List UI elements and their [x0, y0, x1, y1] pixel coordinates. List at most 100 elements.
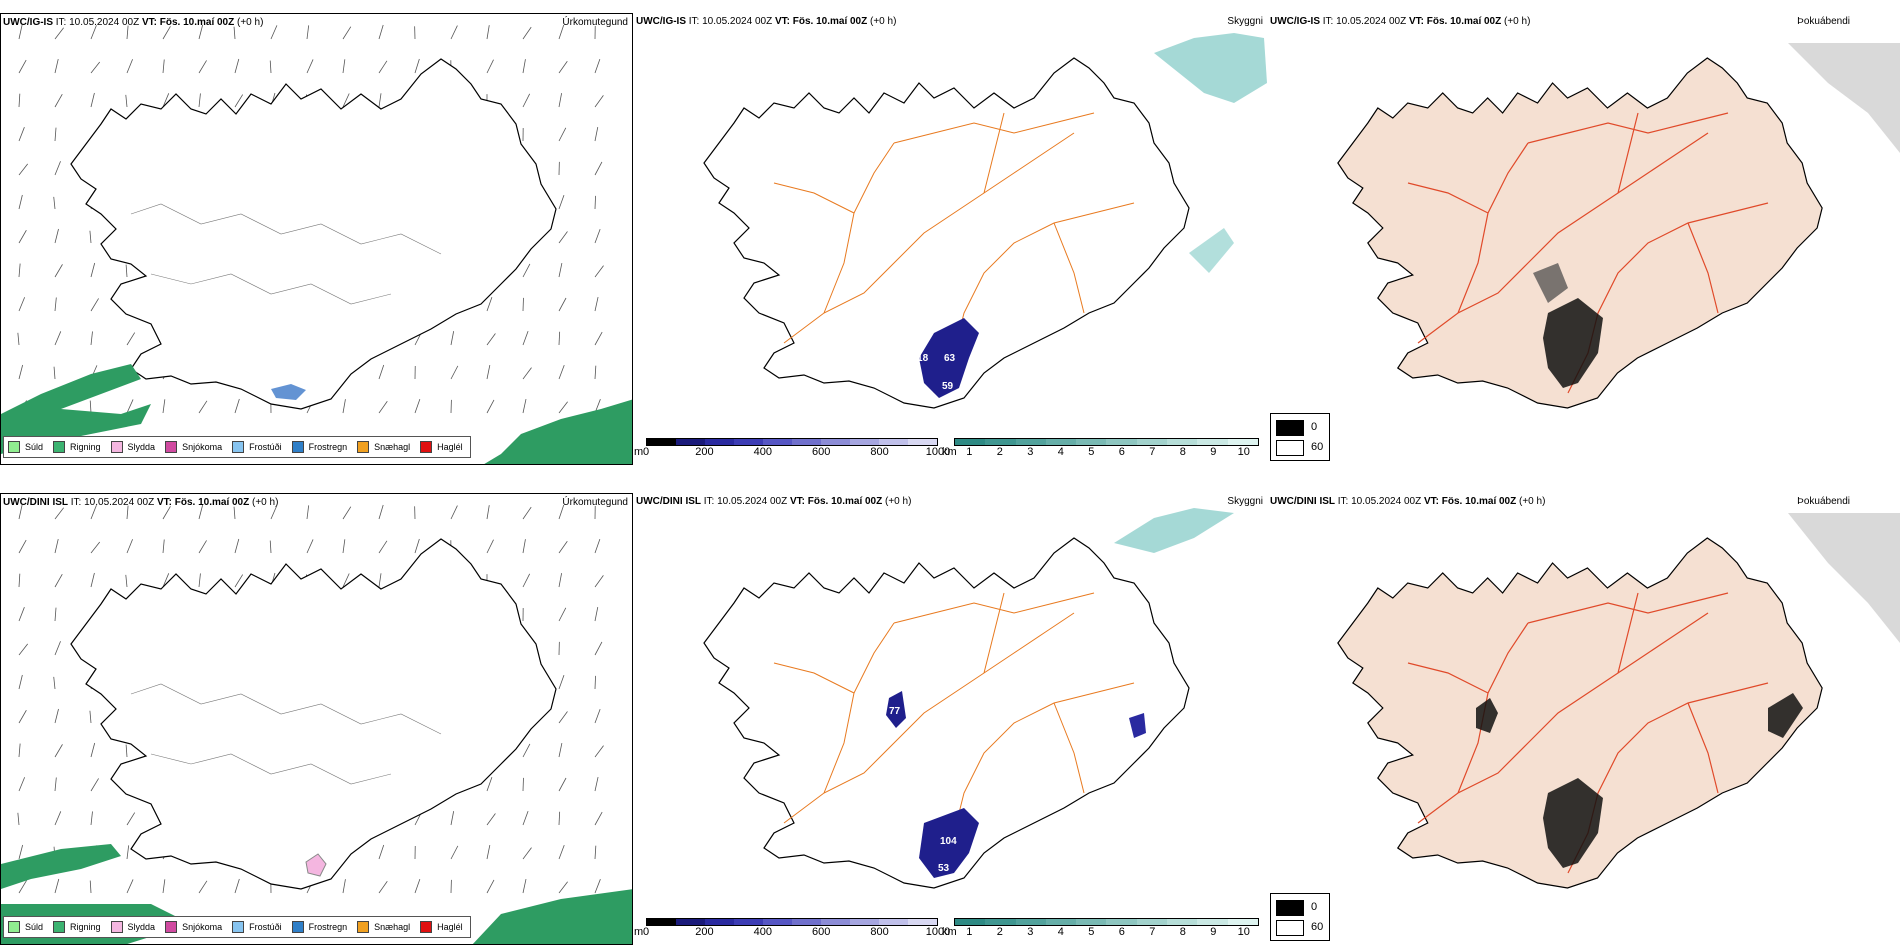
wind-barb [53, 676, 56, 690]
colorbar-segment [676, 439, 705, 445]
wind-barb [126, 59, 133, 74]
wind-barb [558, 674, 565, 690]
rain-area-sw [1, 364, 151, 454]
panel-title: Þokuábendi [1797, 16, 1850, 27]
wind-barb [54, 27, 64, 40]
colorbar-segment [985, 439, 1016, 445]
wind-barb [89, 400, 92, 414]
colorbar-tick: 200 [695, 446, 714, 458]
wind-barb [522, 539, 526, 554]
low-ceiling-area-w [886, 691, 906, 728]
fog-legend-swatch [1276, 420, 1304, 436]
wind-barb [198, 880, 208, 894]
colorbar-segment [850, 439, 879, 445]
wind-barb [234, 58, 240, 74]
colorbar-tick: 10 [1237, 926, 1250, 938]
wind-barb [522, 743, 531, 758]
legend-label: Frostregn [308, 922, 348, 932]
fog-offshore-ne [1788, 513, 1900, 643]
colorbar-tick: 600 [812, 446, 831, 458]
precip-type-legend: Súld Rigning Slydda Snjókoma Frostúði Frostre… [3, 436, 471, 458]
legend-item: Frostúði [232, 441, 282, 453]
iceland-coastline [703, 57, 1190, 409]
panel-title: Þokuábendi [1797, 496, 1850, 507]
colorbar-segment [879, 919, 908, 925]
wind-barb [90, 298, 99, 312]
ceiling-map [703, 33, 1267, 409]
legend-label: Rigning [70, 922, 101, 932]
legend-label: Snæhagl [374, 442, 411, 452]
colorbar-segment [734, 439, 763, 445]
fog-west-patch [1476, 698, 1498, 733]
colorbar-segment [1045, 439, 1077, 445]
precip-type-legend: Súld Rigning Slydda Snjókoma Frostúði Frostre… [3, 916, 471, 938]
wind-barb [558, 811, 561, 826]
wind-barb [558, 541, 568, 554]
legend-swatch [420, 441, 433, 453]
wind-barb [234, 538, 240, 554]
wind-barb [450, 505, 458, 520]
fog-panel-row2: UWC/DINI ISL IT: 10.05.2024 00Z VT: Fös.… [1268, 493, 1900, 945]
iceland-coastline [703, 537, 1190, 889]
wind-barb [558, 127, 567, 142]
wind-barb [18, 643, 29, 656]
wind-barb [594, 575, 604, 588]
wind-barb [53, 366, 56, 380]
fog-legend-label: 60 [1311, 921, 1324, 933]
colorbar-segment [647, 919, 676, 925]
colorbar-segment [676, 919, 705, 925]
wind-barb [54, 507, 64, 520]
wind-barb [126, 505, 129, 520]
wind-barb [342, 26, 352, 40]
low-ceiling-area-s [919, 808, 979, 878]
colorbar-tick: 3 [1027, 926, 1034, 938]
wind-barb [594, 845, 597, 860]
panel-header: UWC/DINI ISL IT: 10.05.2024 00Z VT: Fös.… [3, 497, 279, 508]
wind-barb [558, 504, 565, 520]
wind-barb [342, 59, 346, 74]
wind-barb [198, 540, 207, 554]
wind-barb [198, 24, 204, 40]
colorbar-segment [850, 919, 879, 925]
wind-barb [558, 61, 568, 74]
ceiling-panel-row1: UWC/IG-IS IT: 10.05.2024 00Z VT: Fös. 10… [634, 13, 1267, 465]
legend-item: Slydda [110, 441, 155, 453]
wind-barb [18, 24, 23, 40]
colorbar-segment [1167, 439, 1198, 445]
fog-east-patch [1768, 693, 1803, 738]
colorbar-strip [954, 918, 1259, 926]
fog-map [1337, 43, 1900, 409]
colorbar-tick: 8 [1179, 446, 1186, 458]
wind-barb [270, 25, 278, 40]
legend-swatch [8, 921, 20, 933]
wind-barb [269, 540, 272, 554]
legend-label: Súld [25, 922, 44, 932]
legend-swatch [291, 441, 304, 453]
iceland-coastline [70, 538, 557, 890]
legend-item: Snæhagl [357, 921, 410, 933]
colorbar-segment [792, 919, 821, 925]
panel-header: UWC/IG-IS IT: 10.05.2024 00Z VT: Fös. 10… [1270, 16, 1531, 27]
wind-barb [594, 127, 599, 142]
wind-barb [522, 26, 532, 40]
colorbar-segment [1106, 439, 1137, 445]
wind-barb [54, 744, 63, 758]
fog-grey-area [1533, 263, 1568, 303]
legend-label: Snjókoma [182, 442, 223, 452]
wind-barb [18, 59, 27, 74]
wind-barb [594, 58, 601, 74]
wind-barb [414, 538, 420, 554]
panel-header: UWC/DINI ISL IT: 10.05.2024 00Z VT: Fös.… [636, 496, 912, 507]
wind-barb [378, 881, 388, 894]
wind-barb [342, 879, 346, 894]
colorbar-segment [908, 439, 937, 445]
colorbar-unit: km [942, 446, 957, 458]
wind-barb [198, 93, 201, 108]
colorbar-segment [1076, 439, 1107, 445]
colorbar-segment [763, 919, 792, 925]
colorbar-tick: 6 [1118, 926, 1125, 938]
wind-barb [450, 845, 459, 860]
precip-type-map [1, 24, 632, 464]
colorbar-segment [1015, 439, 1046, 445]
visibility-colorbar: km 1 2 3 4 5 6 7 8 9 10 [942, 438, 1267, 464]
